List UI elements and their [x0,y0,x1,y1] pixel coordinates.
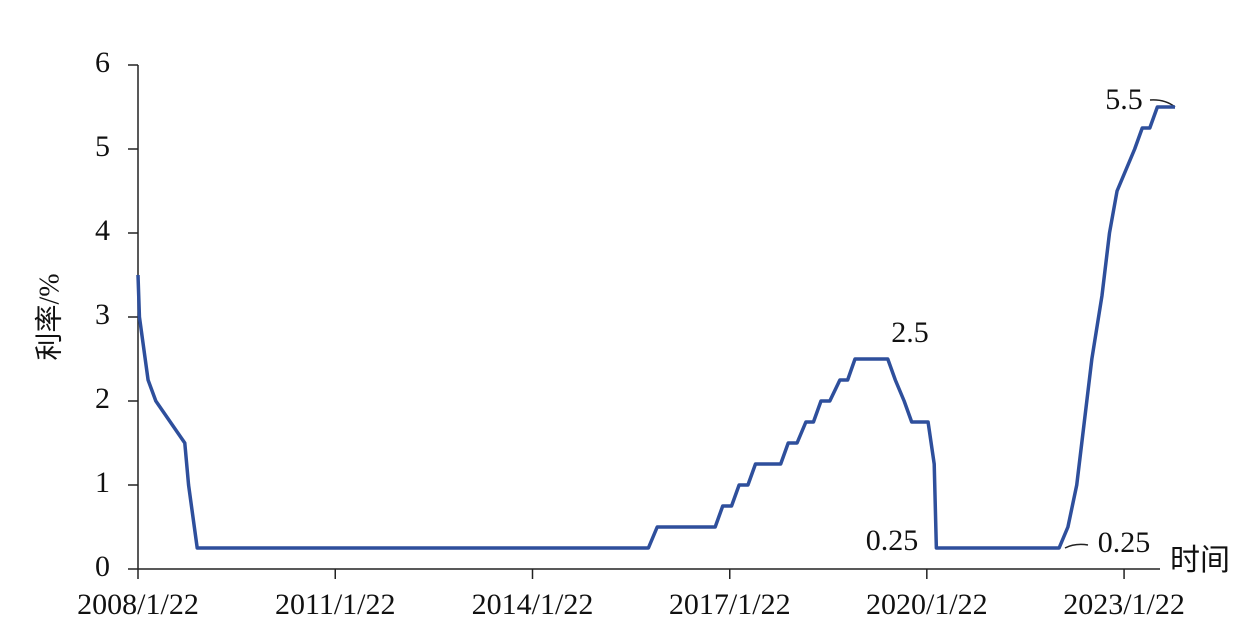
x-tick-label: 2011/1/22 [275,588,396,621]
y-tick-label: 2 [95,382,110,415]
y-tick-label: 6 [95,46,110,79]
annotation: 5.5 [1105,83,1143,116]
y-axis-label: 利率/% [33,273,65,360]
x-tick-label: 2008/1/22 [77,588,199,621]
annotation: 0.25 [866,524,919,557]
y-tick-label: 0 [95,550,110,583]
x-tick-label: 2017/1/22 [669,588,791,621]
annotation: 0.25 [1098,526,1151,559]
x-tick-label: 2014/1/22 [472,588,594,621]
y-tick-label: 4 [95,214,110,247]
y-tick-label: 1 [95,466,110,499]
y-tick-label: 5 [95,130,110,163]
x-tick-label: 2020/1/22 [866,588,988,621]
rate-line [136,105,1175,550]
annotation-connector [1064,543,1089,549]
x-tick-label: 2023/1/22 [1063,588,1185,621]
y-tick-label: 3 [95,298,110,331]
x-axis-label: 时间 [1170,544,1230,577]
annotation: 2.5 [891,316,929,349]
